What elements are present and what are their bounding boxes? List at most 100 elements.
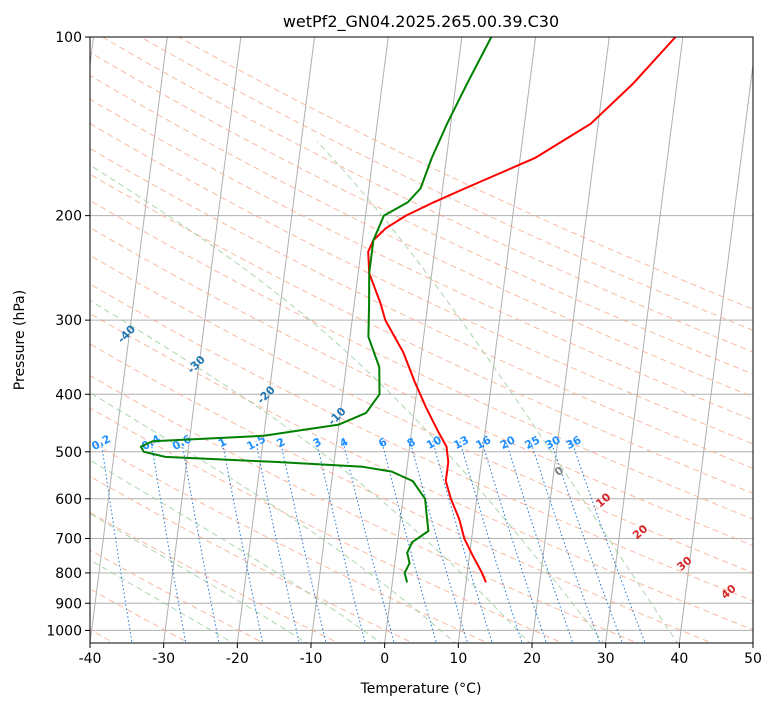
x-tick-label: 20 <box>523 651 541 667</box>
mixing-ratio-label: 10 <box>424 433 444 452</box>
isotherm-line <box>457 37 537 643</box>
dry-adiabat-line <box>90 147 753 469</box>
chart-title: wetPf2_GN04.2025.265.00.39.C30 <box>283 12 559 32</box>
x-tick-label: 40 <box>670 651 688 667</box>
mixing-ratio-label: 20 <box>498 433 518 452</box>
moist-adiabat-line <box>90 299 531 643</box>
isotherm-line <box>163 37 242 643</box>
x-tick-label: 50 <box>744 651 762 667</box>
mixing-ratio-label: 25 <box>523 433 543 452</box>
x-tick-label: -20 <box>226 651 249 667</box>
dry-adiabat-line <box>90 227 753 547</box>
mixing-ratio-line <box>571 441 646 643</box>
y-tick-label: 700 <box>55 532 82 548</box>
dry-adiabat-line <box>90 511 340 643</box>
dewpoint-profile-line <box>139 37 493 583</box>
adiabat-label: 40 <box>719 582 739 602</box>
y-axis-label: Pressure (hPa) <box>12 290 28 390</box>
temperature-profile-line <box>367 37 677 583</box>
isotherm-line <box>236 37 316 643</box>
dry-adiabat-line <box>90 74 753 398</box>
mixing-ratio-line <box>100 441 133 643</box>
mixing-ratio-label: 16 <box>474 433 494 452</box>
x-axis-label: Temperature (°C) <box>360 681 482 697</box>
mixing-ratio-line <box>255 441 300 643</box>
mixing-ratio-line <box>221 441 264 643</box>
dry-adiabat-line <box>90 98 753 421</box>
moist-adiabat-line <box>90 164 605 643</box>
isotherm-label: -30 <box>185 353 208 376</box>
profile-lines <box>139 37 677 583</box>
moist-adiabat-line <box>90 513 308 643</box>
isotherm-line <box>310 37 389 643</box>
dry-adiabat-line <box>102 37 753 353</box>
plot-frame <box>89 36 754 644</box>
dry-adiabat-line <box>90 123 753 445</box>
mixing-ratio-label: 4 <box>337 435 350 450</box>
mixing-ratio-line <box>342 441 395 643</box>
isotherm-label: -60 <box>0 240 2 263</box>
mixing-ratio-label: 8 <box>405 435 418 450</box>
isotherm-label: -40 <box>115 322 138 345</box>
dry-adiabat-line <box>90 549 265 643</box>
dry-adiabat-line <box>90 283 753 602</box>
background-lines <box>90 37 753 643</box>
dry-adiabat-line <box>90 441 489 643</box>
y-tick-label: 400 <box>55 387 82 403</box>
mixing-ratio-label: 30 <box>543 433 563 452</box>
isotherm-line <box>752 639 753 643</box>
y-tick-label: 100 <box>55 30 82 46</box>
x-tick-label: -30 <box>152 651 175 667</box>
adiabat-label: 0 <box>552 464 566 479</box>
x-axis: -40 -30 -20 -10 0 10 20 30 40 50 <box>79 643 762 667</box>
mixing-ratio-line <box>280 441 327 643</box>
isotherm-line <box>531 37 610 643</box>
y-tick-label: 800 <box>55 566 82 582</box>
y-tick-label: 200 <box>55 209 82 225</box>
isotherm-label: -50 <box>46 288 69 311</box>
x-tick-label: -40 <box>79 651 102 667</box>
isotherm-line <box>90 37 168 643</box>
y-tick-label: 500 <box>55 445 82 461</box>
adiabat-label: 10 <box>593 490 613 510</box>
x-tick-label: 30 <box>597 651 615 667</box>
x-tick-label: -10 <box>300 651 323 667</box>
isotherm-label: -20 <box>255 383 278 406</box>
mixing-ratio-label: 0.2 <box>89 432 112 453</box>
mixing-ratio-line <box>459 441 523 643</box>
mixing-ratio-line <box>150 441 187 643</box>
mixing-ratio-label: 6 <box>376 435 389 450</box>
dry-adiabat-line <box>90 51 753 375</box>
adiabat-label: 20 <box>630 522 650 542</box>
moist-adiabat-line <box>90 392 456 643</box>
isotherm-line <box>384 37 463 643</box>
mixing-ratio-label: 13 <box>451 433 471 452</box>
dry-adiabat-line <box>90 254 753 574</box>
dry-adiabat-line <box>90 343 714 643</box>
mixing-ratio-label: 2 <box>275 435 288 450</box>
mixing-ratio-line <box>409 441 469 643</box>
plot-area: 0.10.20.40.611.52346810131620253036-100-… <box>0 37 753 643</box>
moist-adiabat-line <box>316 141 679 643</box>
dry-adiabat-line <box>90 313 753 631</box>
y-axis: 1000 900 800 700 600 500 400 300 200 100 <box>46 30 90 639</box>
y-tick-label: 1000 <box>46 623 82 639</box>
x-tick-label: 10 <box>449 651 467 667</box>
dry-adiabat-line <box>140 37 753 331</box>
dry-adiabat-line <box>90 200 753 520</box>
dry-adiabat-line <box>90 173 753 494</box>
x-tick-label: 0 <box>380 651 389 667</box>
isotherm-line <box>605 37 684 643</box>
y-tick-label: 300 <box>55 313 82 329</box>
y-tick-label: 900 <box>55 596 82 612</box>
mixing-ratio-line <box>432 441 493 643</box>
mixing-ratio-line <box>181 441 220 643</box>
dry-adiabat-line <box>90 374 639 643</box>
y-tick-label: 600 <box>55 492 82 508</box>
dry-adiabat-line <box>90 407 564 643</box>
isotherm-line <box>678 60 753 643</box>
mixing-ratio-line <box>316 441 366 643</box>
dry-adiabat-line <box>90 475 415 643</box>
mixing-ratio-line <box>481 441 547 643</box>
